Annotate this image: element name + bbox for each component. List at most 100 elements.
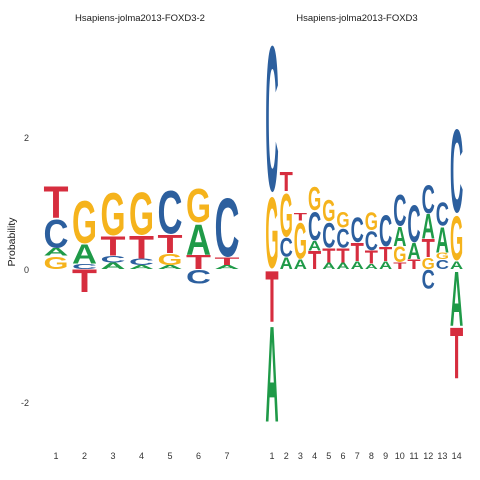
logo-letter-a: A (280, 254, 294, 273)
logo-letter-g: G (186, 178, 211, 232)
logo-letter-a: A (450, 255, 463, 342)
logo-letter-a: A (436, 221, 449, 261)
x-tick-label: 6 (196, 451, 201, 461)
logo-letter-c: C (101, 255, 126, 265)
logo-letter-t: T (101, 231, 126, 262)
logo-letter-t: T (322, 245, 335, 267)
logo-letter-t: T (351, 239, 365, 267)
x-tick-label: 10 (395, 451, 405, 461)
x-tick-label: 6 (340, 451, 345, 461)
x-axis-left: 1 2 3 4 5 6 7 (53, 451, 229, 461)
logo-letter-t: T (365, 248, 378, 268)
logo-letter-t: T (44, 178, 69, 229)
logo-letter-t: T (186, 251, 211, 273)
logo-letter-a: A (308, 239, 322, 254)
panel-title-left: Hsapiens-jolma2013-FOXD3-2 (75, 13, 205, 24)
logo-letter-t: T (422, 235, 436, 263)
logo-letter-t: T (308, 247, 322, 275)
logo-letter-g: G (322, 194, 335, 229)
logo-letter-g: G (44, 254, 69, 273)
x-tick-label: 12 (423, 451, 433, 461)
logo-letter-c: C (407, 195, 420, 254)
logo-letter-t: T (158, 231, 183, 260)
logo-letter-c: C (436, 258, 450, 272)
logo-letter-a: A (393, 221, 406, 252)
logo-letter-t: T (129, 230, 155, 266)
logo-letter-c: C (308, 204, 321, 249)
logo-letter-c: C (336, 223, 349, 253)
logo-letter-a: A (129, 264, 154, 270)
logo-letter-g: G (336, 209, 349, 234)
logo-letter-a: A (351, 260, 364, 272)
logo-panel-right: TAGCACGTAGTTACGATCGATCGATCATCGATCTGACTAC… (265, 4, 463, 451)
logo-letter-g: G (422, 255, 435, 272)
x-tick-label: 5 (326, 451, 331, 461)
logo-letter-c: C (44, 211, 69, 256)
logo-letter-a: A (265, 297, 278, 451)
logo-letter-c: C (393, 186, 406, 236)
logo-letter-g: G (308, 180, 321, 218)
logo-letter-g: G (450, 203, 463, 274)
logo-letter-a: A (44, 246, 69, 258)
logo-letter-a: A (294, 257, 308, 272)
logo-letter-a: A (365, 262, 378, 270)
logo-letter-c: C (265, 4, 278, 235)
logo-letter-t: T (336, 245, 349, 267)
logo-letter-c: C (436, 196, 449, 233)
logo-letter-c: C (365, 226, 378, 256)
x-tick-label: 1 (269, 451, 274, 461)
logo-letter-c: C (280, 232, 293, 262)
logo-letter-c: C (422, 177, 435, 222)
panel-title-right: Hsapiens-jolma2013-FOXD3 (296, 13, 417, 24)
logo-letter-a: A (379, 260, 392, 272)
logo-letter-a: A (422, 207, 435, 246)
logo-letter-a: A (336, 261, 350, 271)
x-tick-label: 3 (298, 451, 303, 461)
logo-letter-g: G (436, 251, 449, 261)
x-tick-label: 4 (312, 451, 317, 461)
y-axis-title: Probability (6, 217, 18, 267)
x-axis-right: 1 2 3 4 5 6 7 8 9 10 11 12 13 14 (269, 451, 461, 461)
logo-letter-t: T (265, 257, 278, 338)
x-tick-label: 11 (409, 451, 418, 461)
logo-letter-c: C (422, 264, 435, 294)
x-tick-label: 3 (110, 451, 115, 461)
logo-letter-c: C (322, 216, 335, 255)
logo-letter-g: G (101, 183, 126, 249)
logo-letter-a: A (450, 260, 463, 272)
logo-letter-g: G (280, 180, 293, 250)
logo-letter-g: G (365, 209, 378, 236)
y-tick-label: 0 (24, 265, 29, 275)
x-tick-label: 5 (167, 451, 172, 461)
logo-letter-t: T (407, 257, 420, 272)
logo-letter-t: T (393, 261, 406, 271)
logo-letter-t: T (450, 313, 463, 394)
logo-letter-a: A (158, 264, 183, 270)
logo-letter-g: G (158, 251, 183, 269)
x-tick-label: 14 (452, 451, 462, 461)
logo-letter-g: G (72, 191, 97, 257)
x-tick-label: 2 (284, 451, 289, 461)
logo-letter-a: A (322, 261, 336, 271)
logo-letter-c: C (72, 263, 97, 271)
logo-letter-c: C (379, 207, 392, 257)
logo-letter-c: C (351, 211, 364, 250)
x-tick-label: 1 (53, 451, 58, 461)
x-tick-label: 13 (437, 451, 447, 461)
logo-letter-a: A (407, 239, 420, 264)
y-tick-label: 2 (24, 133, 29, 143)
logo-letter-t: T (280, 167, 293, 197)
logo-letter-g: G (294, 214, 307, 270)
logo-letter-t: T (215, 255, 240, 267)
logo-letter-a: A (72, 239, 97, 270)
logo-letter-t: T (294, 210, 308, 223)
logo-letter-t: T (379, 244, 392, 266)
x-tick-label: 7 (224, 451, 229, 461)
x-tick-label: 9 (383, 451, 388, 461)
logo-letter-g: G (129, 182, 154, 248)
x-tick-label: 7 (355, 451, 360, 461)
logo-letter-g: G (393, 243, 406, 268)
logo-letter-t: T (72, 263, 98, 299)
